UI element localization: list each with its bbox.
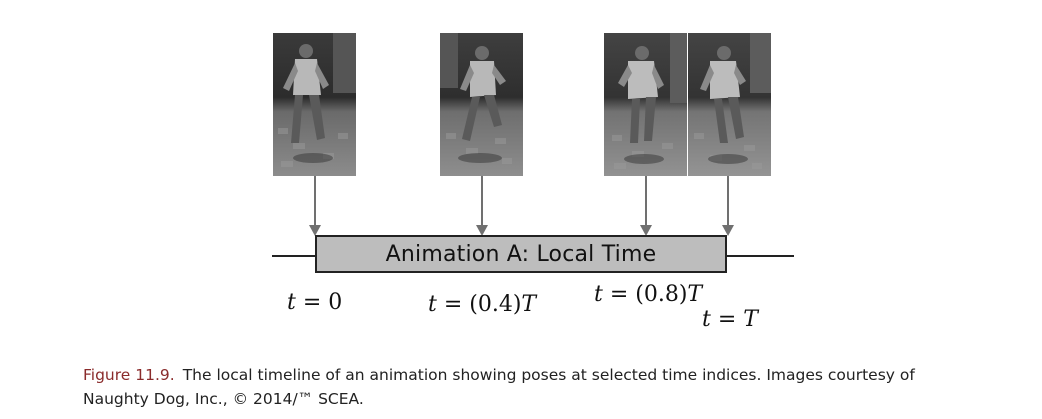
axis-line-right — [726, 255, 794, 257]
pose-frame-tT — [688, 33, 771, 176]
time-label-t0: t = 0 — [287, 290, 343, 315]
time-label-tT: t = T — [702, 307, 758, 332]
arrow-t08 — [645, 176, 647, 226]
arrow-head-t0 — [309, 225, 321, 236]
timeline-label: Animation A: Local Time — [385, 241, 657, 267]
figure-caption: Figure 11.9. The local timeline of an ani… — [83, 363, 983, 411]
pose-frame-t0 — [273, 33, 356, 176]
pose-frame-t08 — [604, 33, 687, 176]
time-label-t08: t = (0.8)T — [594, 282, 703, 307]
arrow-head-t04 — [476, 225, 488, 236]
arrow-t04 — [481, 176, 483, 226]
time-label-t04: t = (0.4)T — [428, 292, 537, 317]
arrow-t0 — [314, 176, 316, 226]
arrow-tT — [727, 176, 729, 226]
arrow-head-tT — [722, 225, 734, 236]
arrow-head-t08 — [640, 225, 652, 236]
pose-frame-t04 — [440, 33, 523, 176]
caption-label: Figure 11.9. — [83, 366, 175, 384]
caption-text: The local timeline of an animation showi… — [83, 366, 915, 408]
axis-line-left — [272, 255, 316, 257]
timeline-box: Animation A: Local Time — [315, 235, 727, 273]
